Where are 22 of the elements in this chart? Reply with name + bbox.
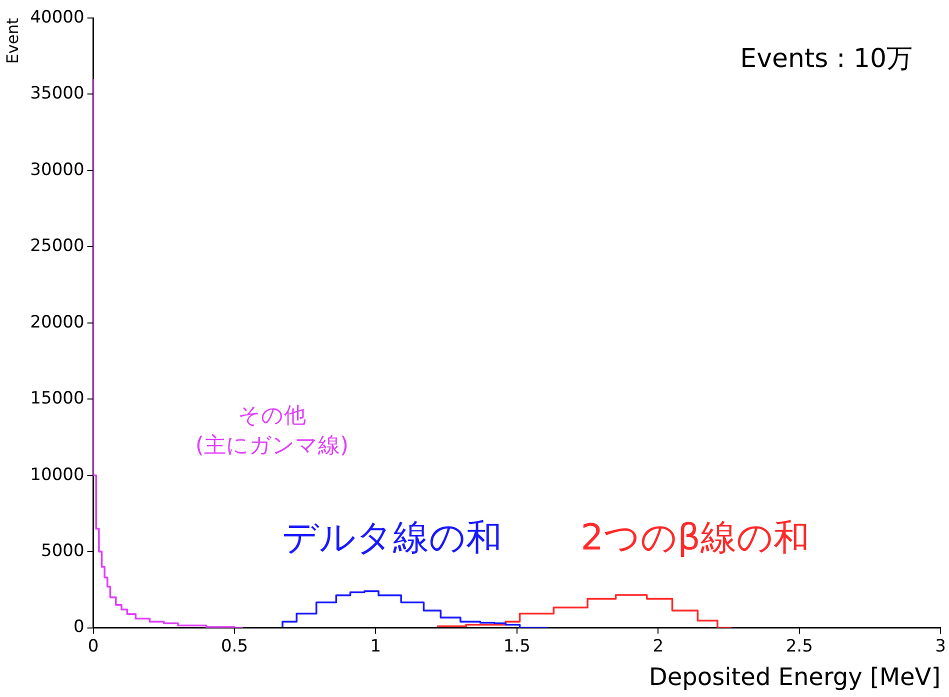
y-tick-label: 0 xyxy=(73,617,84,638)
y-tick-label: 30000 xyxy=(30,160,84,180)
x-tick-label: 1.5 xyxy=(503,636,530,656)
text: その他 (主にガンマ線) xyxy=(195,404,349,459)
y-tick-label: 40000 xyxy=(30,7,84,28)
y-axis-title: Event xyxy=(2,18,22,64)
x-tick-label: 0 xyxy=(88,636,99,656)
x-tick-label: 0.5 xyxy=(220,636,248,656)
x-axis-title: Deposited Energy [MeV] xyxy=(648,662,941,691)
y-tick-label: 20000 xyxy=(30,312,84,332)
x-tick-label: 2 xyxy=(652,636,664,656)
x-tick-label: 3 xyxy=(935,636,946,656)
series-label: 2つのβ線の和 xyxy=(580,517,810,558)
series-label: デルタ線の和 xyxy=(282,517,502,558)
annotation: Events : 10万 xyxy=(740,44,913,74)
y-tick-label: 15000 xyxy=(30,388,84,409)
y-tick-label: 5000 xyxy=(41,540,84,561)
x-tick-label: 2.5 xyxy=(786,636,813,656)
y-tick-label: 10000 xyxy=(30,464,84,485)
x-tick-label: 1 xyxy=(370,636,382,656)
y-tick-label: 35000 xyxy=(30,84,84,104)
y-tick-label: 25000 xyxy=(30,236,84,256)
